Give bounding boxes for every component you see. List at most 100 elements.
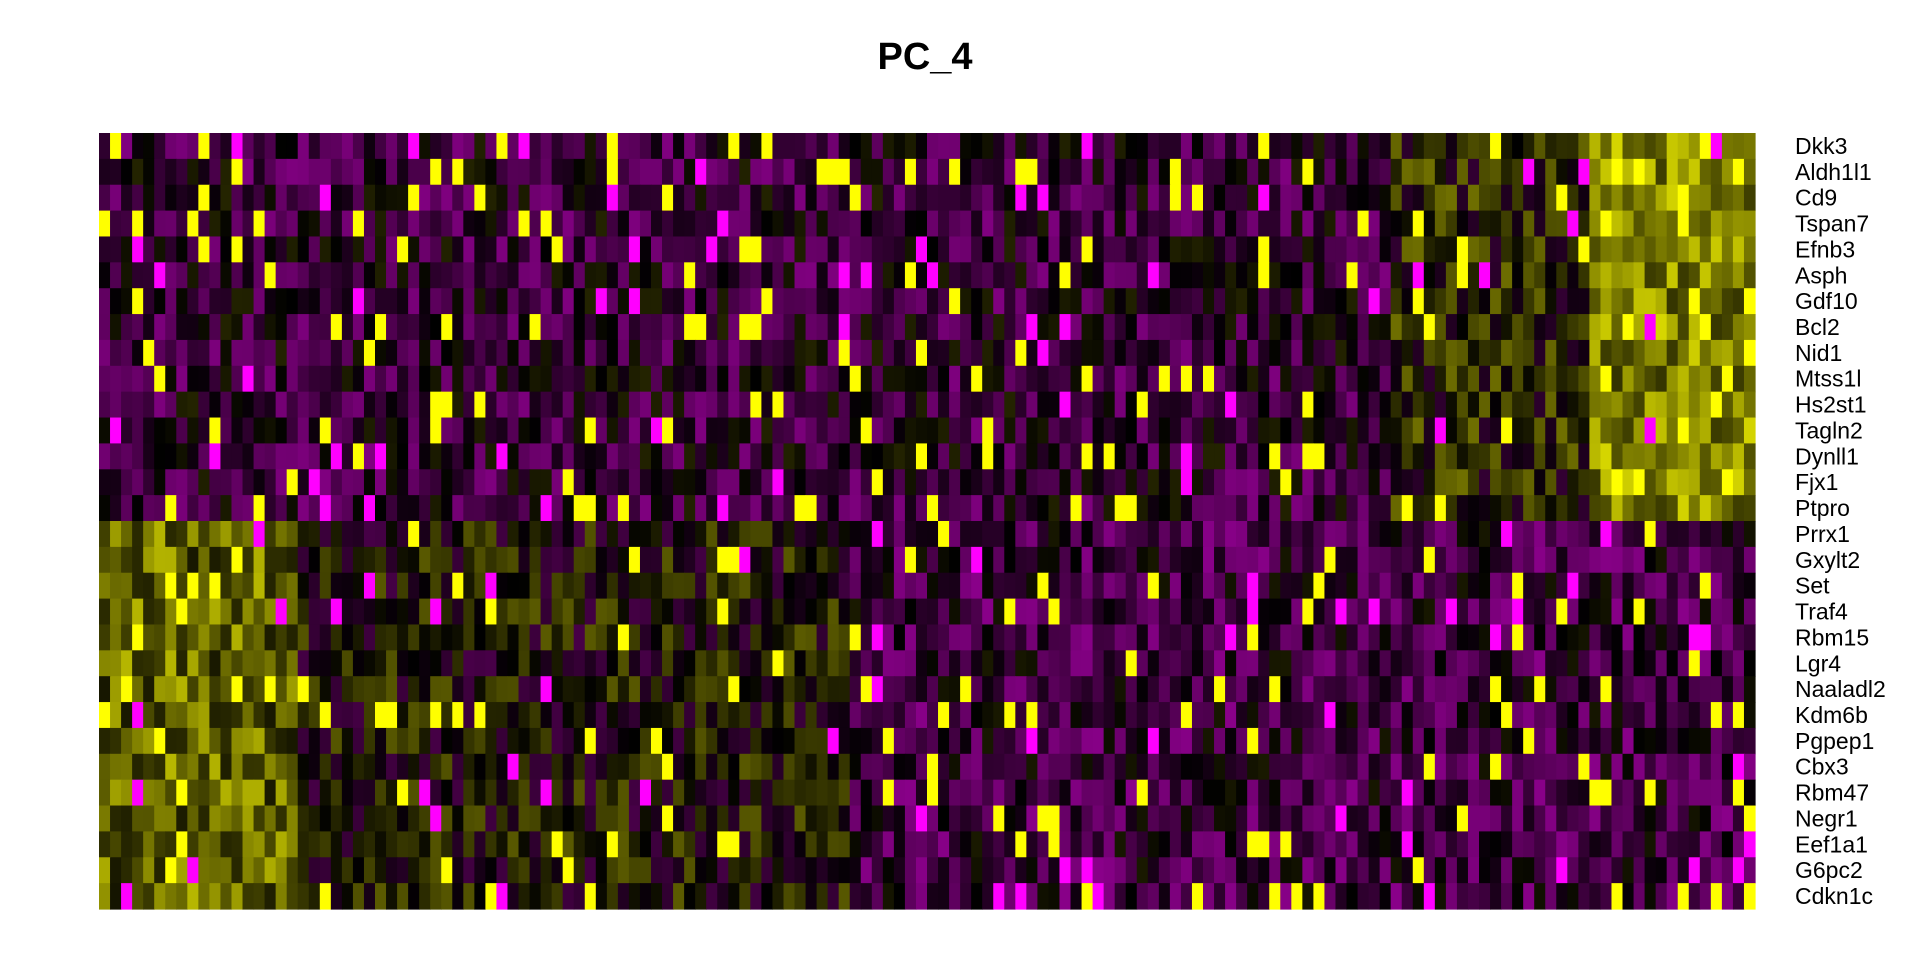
- heatmap-cell: [496, 133, 509, 160]
- heatmap-cell: [1147, 546, 1160, 574]
- heatmap-cell: [1379, 210, 1392, 238]
- heatmap-cell: [363, 184, 376, 212]
- heatmap-cell: [1523, 702, 1535, 729]
- heatmap-cell: [1379, 572, 1392, 600]
- heatmap-cell: [1247, 727, 1259, 755]
- heatmap-cell: [1324, 339, 1337, 367]
- heatmap-cell: [739, 365, 751, 393]
- heatmap-cell: [1589, 495, 1602, 522]
- heatmap-cell: [1368, 495, 1381, 522]
- heatmap-cell: [684, 831, 696, 858]
- heatmap-cell: [1633, 495, 1646, 522]
- heatmap-cell: [187, 314, 199, 341]
- heatmap-cell: [1412, 391, 1425, 419]
- heatmap-cell: [838, 702, 851, 729]
- heatmap-cell: [1203, 495, 1215, 522]
- heatmap-cell: [1479, 469, 1491, 496]
- heatmap-cell: [1622, 805, 1635, 832]
- heatmap-cell: [1059, 831, 1072, 858]
- heatmap-cell: [1214, 546, 1226, 574]
- heatmap-cell: [1125, 883, 1138, 910]
- heatmap-cell: [617, 676, 630, 703]
- heatmap-cell: [1236, 391, 1248, 419]
- heatmap-cell: [408, 624, 420, 651]
- heatmap-cell: [1644, 184, 1657, 212]
- heatmap-cell: [540, 624, 553, 651]
- heatmap-cell: [330, 546, 343, 574]
- heatmap-cell: [673, 624, 685, 651]
- heatmap-cell: [242, 598, 255, 626]
- heatmap-cell: [1666, 546, 1679, 574]
- heatmap-cell: [1512, 314, 1524, 341]
- heatmap-cell: [275, 727, 288, 755]
- heatmap-cell: [1501, 805, 1513, 832]
- heatmap-cell: [132, 469, 144, 496]
- heatmap-cell: [695, 236, 707, 263]
- heatmap-cell: [1125, 391, 1138, 419]
- heatmap-cell: [463, 184, 475, 212]
- heatmap-cell: [595, 650, 608, 677]
- heatmap-cell: [209, 521, 222, 548]
- heatmap-cell: [1136, 831, 1149, 858]
- heatmap-cell: [1445, 727, 1458, 755]
- heatmap-cell: [452, 288, 464, 315]
- heatmap-cell: [1412, 676, 1425, 703]
- heatmap-cell: [617, 210, 630, 238]
- heatmap-cell: [695, 339, 707, 367]
- heatmap-cell: [1070, 676, 1083, 703]
- heatmap-cell: [761, 676, 774, 703]
- heatmap-cell: [584, 443, 597, 470]
- heatmap-cell: [739, 702, 751, 729]
- heatmap-cell: [209, 391, 222, 419]
- heatmap-cell: [1379, 288, 1392, 315]
- heatmap-cell: [1688, 702, 1701, 729]
- heatmap-cell: [783, 624, 796, 651]
- heatmap-cell: [728, 779, 740, 807]
- row-label: Tspan7: [1795, 211, 1869, 237]
- heatmap-cell: [231, 805, 244, 832]
- heatmap-cell: [1677, 624, 1690, 651]
- heatmap-cell: [960, 314, 972, 341]
- heatmap-cell: [1534, 262, 1546, 289]
- heatmap-cell: [1578, 676, 1590, 703]
- heatmap-cell: [1456, 443, 1469, 470]
- heatmap-cell: [1269, 184, 1281, 212]
- heatmap-cell: [220, 236, 233, 263]
- heatmap-cell: [386, 805, 398, 832]
- heatmap-cell: [1114, 339, 1127, 367]
- heatmap-cell: [1467, 572, 1480, 600]
- heatmap-cell: [1434, 391, 1447, 419]
- heatmap-cell: [1721, 572, 1734, 600]
- heatmap-cell: [209, 417, 222, 444]
- heatmap-cell: [1103, 417, 1116, 444]
- heatmap-cell: [739, 210, 751, 238]
- heatmap-cell: [1280, 676, 1292, 703]
- heatmap-cell: [927, 676, 939, 703]
- heatmap-cell: [1479, 702, 1491, 729]
- heatmap-cell: [1236, 314, 1248, 341]
- heatmap-cell: [805, 314, 818, 341]
- heatmap-cell: [562, 184, 575, 212]
- heatmap-cell: [408, 883, 420, 910]
- heatmap-cell: [1490, 288, 1502, 315]
- heatmap-cell: [1655, 805, 1668, 832]
- heatmap-cell: [319, 779, 332, 807]
- heatmap-cell: [1214, 753, 1226, 781]
- heatmap-cell: [1401, 417, 1414, 444]
- heatmap-cell: [651, 753, 663, 781]
- heatmap-cell: [1710, 339, 1723, 367]
- heatmap-cell: [1423, 365, 1436, 393]
- heatmap-cell: [584, 831, 597, 858]
- row-label: Hs2st1: [1795, 392, 1867, 418]
- heatmap-cell: [363, 572, 376, 600]
- heatmap-cell: [540, 339, 553, 367]
- heatmap-cell: [927, 495, 939, 522]
- heatmap-cell: [1114, 546, 1127, 574]
- heatmap-cell: [1556, 236, 1568, 263]
- heatmap-cell: [915, 443, 928, 470]
- heatmap-cell: [662, 624, 674, 651]
- heatmap-cell: [706, 417, 718, 444]
- heatmap-cell: [915, 753, 928, 781]
- heatmap-cell: [684, 857, 696, 884]
- heatmap-cell: [363, 469, 376, 496]
